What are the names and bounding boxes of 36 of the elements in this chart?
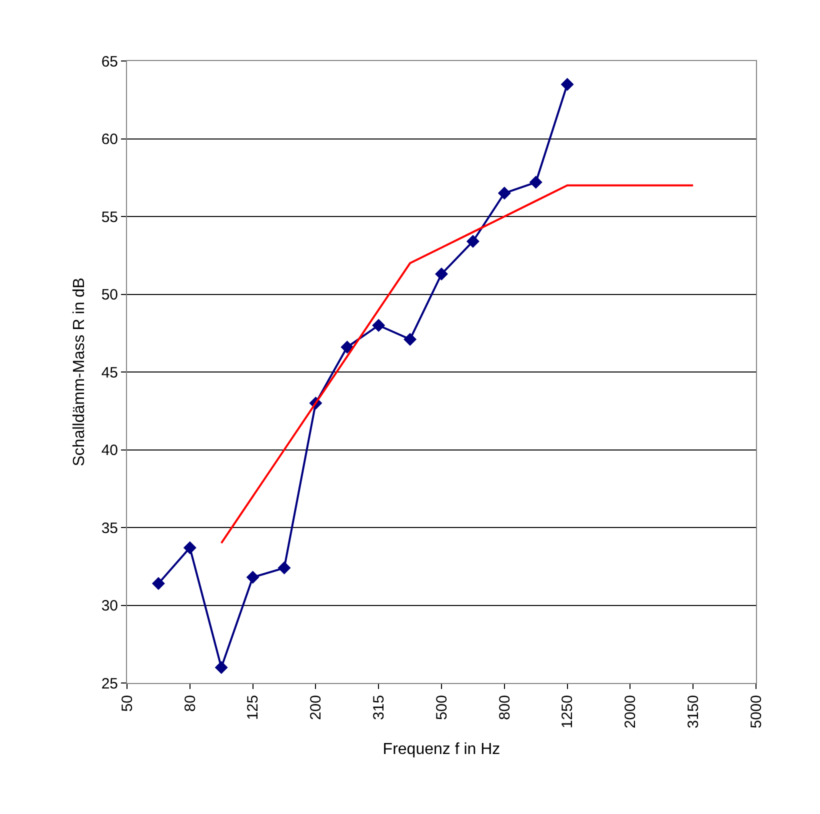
- x-tick-label: 315: [370, 695, 388, 720]
- y-tick-label: 65: [101, 53, 118, 70]
- point: [152, 576, 165, 590]
- y-tick-label: 25: [101, 675, 118, 692]
- point: [560, 78, 574, 91]
- x-tick-label: 3150: [684, 695, 702, 728]
- x-tick-label: 5000: [748, 695, 765, 728]
- y-tick-label: 40: [101, 442, 118, 459]
- point: [404, 332, 417, 346]
- y-tick-label: 35: [101, 520, 118, 537]
- point: [372, 318, 386, 332]
- x-tick-label: 200: [308, 695, 325, 720]
- point: [435, 268, 448, 281]
- x-tick-label: 50: [118, 695, 136, 712]
- x-tick-label: 500: [433, 695, 450, 720]
- point: [246, 570, 260, 584]
- point: [278, 561, 291, 574]
- y-tick-label: 45: [101, 364, 118, 382]
- x-tick-label: 80: [182, 695, 199, 712]
- line-series: [220, 184, 694, 544]
- point: [529, 176, 542, 189]
- y-tick-label: 50: [101, 286, 118, 304]
- point: [214, 660, 228, 674]
- y-axis-title: Schalldämm-Mass R in dB: [71, 278, 88, 466]
- point: [498, 186, 511, 200]
- x-tick-label: 125: [244, 695, 262, 720]
- y-tick-label: 60: [101, 131, 118, 148]
- x-tick-label: 2000: [622, 695, 640, 728]
- y-tick-label: 30: [101, 598, 118, 614]
- y-tick-label: 55: [101, 208, 118, 226]
- point: [183, 541, 196, 554]
- x-tick-label: 800: [496, 695, 514, 720]
- point: [340, 340, 354, 354]
- point: [466, 234, 480, 248]
- x-axis-title: Frequenz f in Hz: [382, 741, 500, 758]
- x-tick-label: 1250: [559, 695, 576, 728]
